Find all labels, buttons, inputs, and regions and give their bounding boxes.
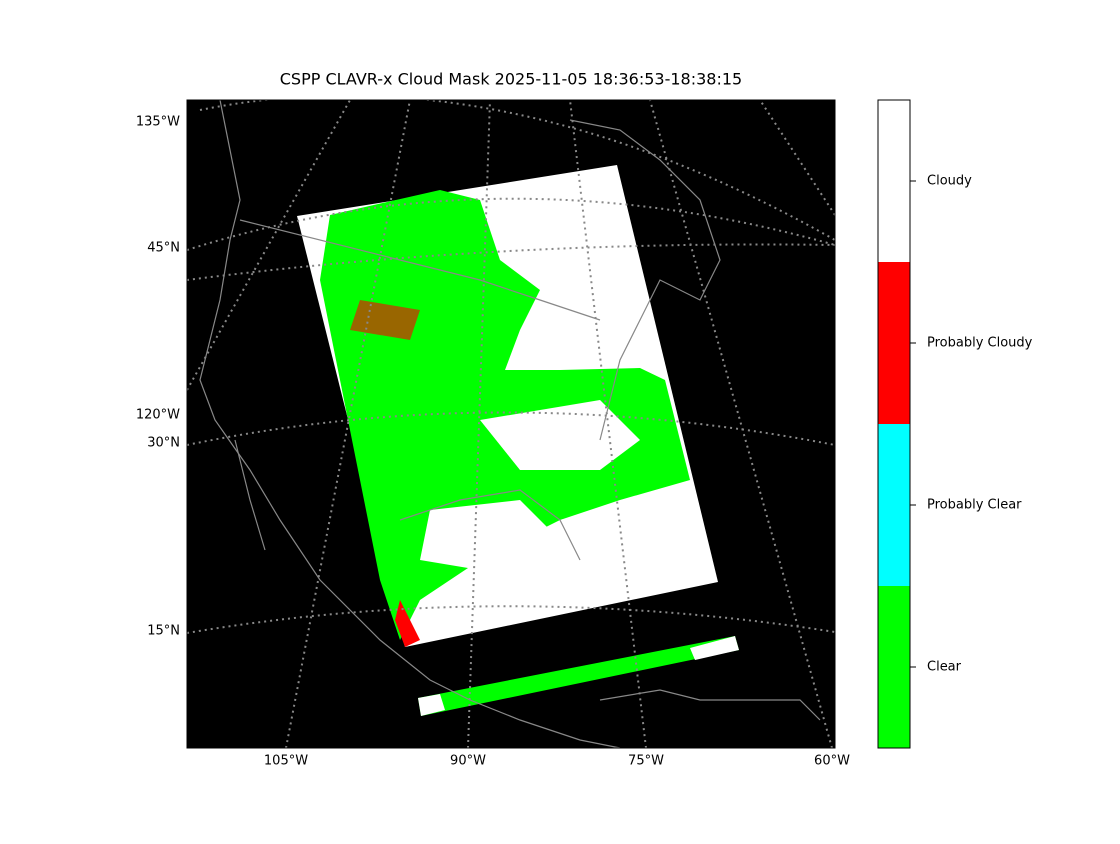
probably-cloudy-area xyxy=(395,600,420,647)
graticule xyxy=(649,100,833,748)
graticule xyxy=(187,243,835,281)
graticule xyxy=(187,411,835,446)
cloud-patch xyxy=(418,694,445,716)
colorbar-label: Clear xyxy=(927,660,962,675)
graticule xyxy=(569,100,647,748)
graticule xyxy=(759,100,835,216)
coastline xyxy=(399,489,581,561)
coastline xyxy=(199,100,621,748)
colorbar-label: Cloudy xyxy=(927,174,972,189)
lon-label: 105°W xyxy=(264,754,308,769)
clear-area xyxy=(320,190,690,640)
colorbar-segment xyxy=(878,262,910,424)
colorbar-segment xyxy=(878,586,910,748)
graticule xyxy=(187,197,835,251)
colorbar-segment xyxy=(878,100,910,262)
lon-label: 75°W xyxy=(628,754,664,769)
border xyxy=(239,219,601,321)
graticule xyxy=(187,605,835,634)
lon-label: 60°W xyxy=(814,754,850,769)
swath-strip xyxy=(418,636,739,716)
lat-lon-label: 30°N xyxy=(147,436,180,451)
title: CSPP CLAVR-x Cloud Mask 2025-11-05 18:36… xyxy=(280,70,742,89)
lon-label: 90°W xyxy=(450,754,486,769)
cloud-patch xyxy=(480,400,640,470)
colorbar-frame xyxy=(877,99,911,749)
graticule xyxy=(467,100,491,748)
lat-lon-label: 135°W xyxy=(136,115,180,130)
map-content xyxy=(187,100,835,748)
probably-cloudy-area xyxy=(350,300,420,340)
colorbar: Cloudy Probably Cloudy Probably Clear Clear xyxy=(877,99,1033,749)
graticule xyxy=(187,100,351,391)
axis-labels: 135°W 45°N 120°W 30°N 15°N 105°W 90°W 75°W 60°W xyxy=(136,115,850,769)
map-frame xyxy=(186,99,836,749)
colorbar-label: Probably Cloudy xyxy=(927,336,1033,351)
lat-lon-label: 45°N xyxy=(147,241,180,256)
lat-lon-label: 15°N xyxy=(147,624,180,639)
colorbar-segment xyxy=(878,424,910,586)
coastline xyxy=(234,439,266,551)
cloud-patch xyxy=(690,636,739,660)
coastline xyxy=(569,119,721,441)
cloud-patch xyxy=(560,500,710,600)
coastline xyxy=(599,689,821,721)
colorbar-label: Probably Clear xyxy=(927,498,1022,513)
graticule xyxy=(285,100,411,748)
lat-lon-label: 120°W xyxy=(136,408,180,423)
cloud-patch xyxy=(420,500,560,570)
